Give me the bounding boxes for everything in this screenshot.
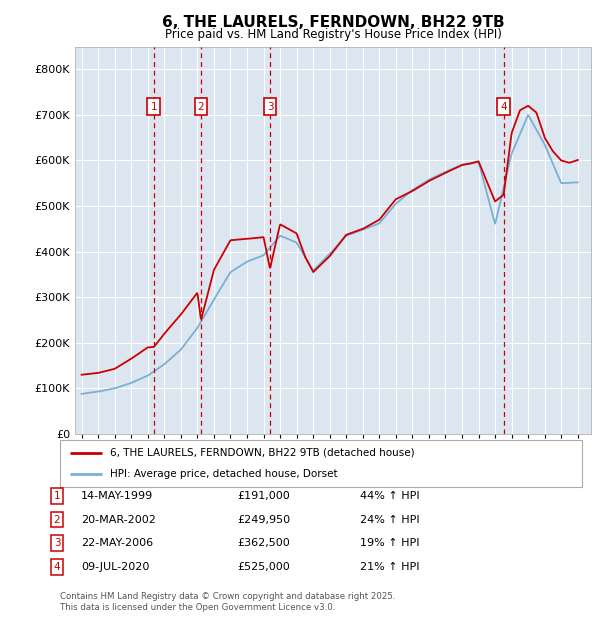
Text: 24% ↑ HPI: 24% ↑ HPI — [360, 515, 419, 525]
Text: 19% ↑ HPI: 19% ↑ HPI — [360, 538, 419, 548]
Text: 4: 4 — [53, 562, 61, 572]
Text: 20-MAR-2002: 20-MAR-2002 — [81, 515, 156, 525]
Text: £191,000: £191,000 — [237, 491, 290, 501]
Text: Price paid vs. HM Land Registry's House Price Index (HPI): Price paid vs. HM Land Registry's House … — [164, 29, 502, 41]
Text: £362,500: £362,500 — [237, 538, 290, 548]
Text: HPI: Average price, detached house, Dorset: HPI: Average price, detached house, Dors… — [110, 469, 337, 479]
Text: This data is licensed under the Open Government Licence v3.0.: This data is licensed under the Open Gov… — [60, 603, 335, 612]
Text: 22-MAY-2006: 22-MAY-2006 — [81, 538, 153, 548]
FancyBboxPatch shape — [60, 440, 582, 487]
Text: 3: 3 — [266, 102, 274, 112]
Text: 1: 1 — [151, 102, 157, 112]
Text: 6, THE LAURELS, FERNDOWN, BH22 9TB: 6, THE LAURELS, FERNDOWN, BH22 9TB — [161, 16, 505, 30]
Text: 09-JUL-2020: 09-JUL-2020 — [81, 562, 149, 572]
Text: 44% ↑ HPI: 44% ↑ HPI — [360, 491, 419, 501]
Text: 2: 2 — [53, 515, 61, 525]
Text: 6, THE LAURELS, FERNDOWN, BH22 9TB (detached house): 6, THE LAURELS, FERNDOWN, BH22 9TB (deta… — [110, 448, 414, 458]
Text: 21% ↑ HPI: 21% ↑ HPI — [360, 562, 419, 572]
Text: 1: 1 — [53, 491, 61, 501]
Text: Contains HM Land Registry data © Crown copyright and database right 2025.: Contains HM Land Registry data © Crown c… — [60, 592, 395, 601]
Text: £525,000: £525,000 — [237, 562, 290, 572]
Text: 3: 3 — [53, 538, 61, 548]
Text: 14-MAY-1999: 14-MAY-1999 — [81, 491, 153, 501]
Text: 2: 2 — [198, 102, 205, 112]
Text: £249,950: £249,950 — [237, 515, 290, 525]
Text: 4: 4 — [500, 102, 507, 112]
